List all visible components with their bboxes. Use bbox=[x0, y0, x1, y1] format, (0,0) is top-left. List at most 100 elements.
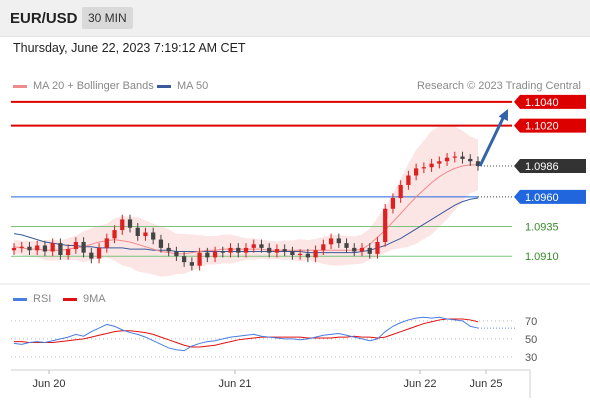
candle-body bbox=[390, 198, 396, 209]
rsi-swatch bbox=[13, 297, 27, 301]
bollinger-band bbox=[14, 124, 478, 277]
legend-bollinger: MA 20 + Bollinger Bands bbox=[13, 80, 154, 92]
credit-text: Research © 2023 Trading Central bbox=[416, 80, 581, 92]
candle-body bbox=[282, 249, 287, 252]
timeframe-button[interactable]: 30 MIN bbox=[82, 7, 133, 29]
candle-body bbox=[42, 245, 48, 252]
candle-body bbox=[328, 238, 334, 245]
candle-body bbox=[236, 247, 241, 253]
top-bar: EUR/USD 30 MIN bbox=[0, 0, 590, 37]
level-label-1.0910: 1.0910 bbox=[525, 251, 559, 263]
candle-body bbox=[421, 167, 426, 169]
candle-body bbox=[313, 250, 318, 258]
candle-body bbox=[189, 262, 194, 266]
candle-body bbox=[81, 241, 86, 253]
candle-body bbox=[143, 232, 148, 237]
candle-body bbox=[298, 253, 303, 256]
level-label-1.1020: 1.1020 bbox=[525, 121, 559, 133]
ma50-swatch bbox=[157, 84, 171, 88]
level-tag-1.1040 bbox=[514, 94, 586, 109]
candle-body bbox=[120, 219, 125, 231]
candle-body bbox=[151, 232, 156, 240]
rsi-panel: 70 50 30 bbox=[11, 316, 537, 364]
rsi-tick-30: 30 bbox=[525, 352, 537, 364]
bollinger-swatch bbox=[13, 84, 27, 88]
candle-body bbox=[321, 244, 326, 251]
legend-9ma: 9MA bbox=[63, 293, 106, 305]
candle-body bbox=[104, 238, 109, 248]
candle-body bbox=[158, 239, 164, 248]
candle-body bbox=[166, 247, 171, 252]
candle-body bbox=[290, 251, 295, 256]
x-tick-label: Jun 25 bbox=[469, 378, 502, 390]
candle-body bbox=[460, 156, 465, 159]
candle-body bbox=[58, 243, 63, 256]
x-tick-label: Jun 22 bbox=[403, 378, 436, 390]
candle-body bbox=[305, 253, 310, 258]
candle-body bbox=[444, 157, 450, 162]
candle-body bbox=[127, 219, 133, 228]
candle-body bbox=[27, 246, 32, 251]
ma9-swatch bbox=[63, 297, 77, 301]
forecast-arrow-head bbox=[498, 109, 508, 122]
level-label-1.0960: 1.0960 bbox=[525, 192, 559, 204]
legend-ma50: MA 50 bbox=[157, 80, 208, 92]
rsi-line bbox=[13, 316, 479, 352]
level-label-1.1040: 1.1040 bbox=[525, 97, 559, 109]
candle-body bbox=[73, 241, 78, 250]
candle-body bbox=[182, 256, 187, 263]
candle-body bbox=[344, 243, 349, 248]
price-panel: 1.1040 1.1020 1.0986 1.0960 1.0935 1.0910 bbox=[11, 94, 586, 277]
candle-body bbox=[406, 175, 411, 185]
candle-body bbox=[274, 249, 280, 253]
candle-body bbox=[475, 161, 481, 167]
candle-body bbox=[11, 247, 17, 251]
candle-body bbox=[398, 185, 403, 199]
x-tick-label: Jun 21 bbox=[218, 378, 251, 390]
x-axis-ticks: Jun 20 Jun 21 Jun 22 Jun 25 bbox=[32, 370, 503, 390]
bollinger-label: MA 20 + Bollinger Bands bbox=[33, 80, 154, 92]
candle-body bbox=[243, 247, 249, 253]
rsi-tick-70: 70 bbox=[525, 316, 537, 328]
candle-body bbox=[50, 243, 55, 252]
candle-body bbox=[251, 244, 256, 248]
candle-body bbox=[96, 247, 102, 259]
candle-body bbox=[414, 168, 419, 176]
candle-body bbox=[352, 247, 357, 252]
timestamp: Thursday, June 22, 2023 7:19:12 AM CET bbox=[13, 41, 246, 55]
rsi-tick-50: 50 bbox=[525, 334, 537, 346]
candle-body bbox=[367, 247, 372, 254]
instrument-title: EUR/USD bbox=[10, 10, 78, 27]
level-tag-1.1020 bbox=[514, 118, 586, 133]
candle-body bbox=[112, 230, 117, 239]
candle-body bbox=[220, 251, 225, 253]
candle-body bbox=[89, 252, 94, 259]
candle-body bbox=[135, 227, 140, 237]
ma50-label: MA 50 bbox=[177, 80, 209, 92]
legend-rsi: RSI bbox=[13, 293, 51, 305]
candle-body bbox=[212, 251, 218, 258]
candle-body bbox=[383, 208, 388, 242]
candle-body bbox=[336, 238, 341, 244]
level-tag-1.0986 bbox=[514, 159, 586, 174]
candle-body bbox=[452, 156, 457, 158]
candle-body bbox=[267, 247, 272, 253]
candle-body bbox=[437, 161, 442, 164]
candle-body bbox=[359, 247, 365, 252]
level-label-1.0986: 1.0986 bbox=[525, 161, 559, 173]
level-tag-1.0960 bbox=[514, 189, 586, 204]
candle-body bbox=[19, 246, 24, 248]
candle-body bbox=[174, 251, 179, 257]
candle-body bbox=[468, 158, 473, 162]
x-tick-label: Jun 20 bbox=[32, 378, 65, 390]
candle-body bbox=[66, 249, 71, 256]
candle-body bbox=[429, 163, 434, 168]
candle-body bbox=[205, 252, 210, 258]
candle-body bbox=[228, 247, 233, 253]
level-label-1.0935: 1.0935 bbox=[525, 222, 559, 234]
candle-body bbox=[35, 245, 40, 251]
forecast-arrow-shaft bbox=[478, 115, 506, 167]
candle-body bbox=[197, 252, 202, 266]
rsi-label: RSI bbox=[33, 293, 52, 305]
